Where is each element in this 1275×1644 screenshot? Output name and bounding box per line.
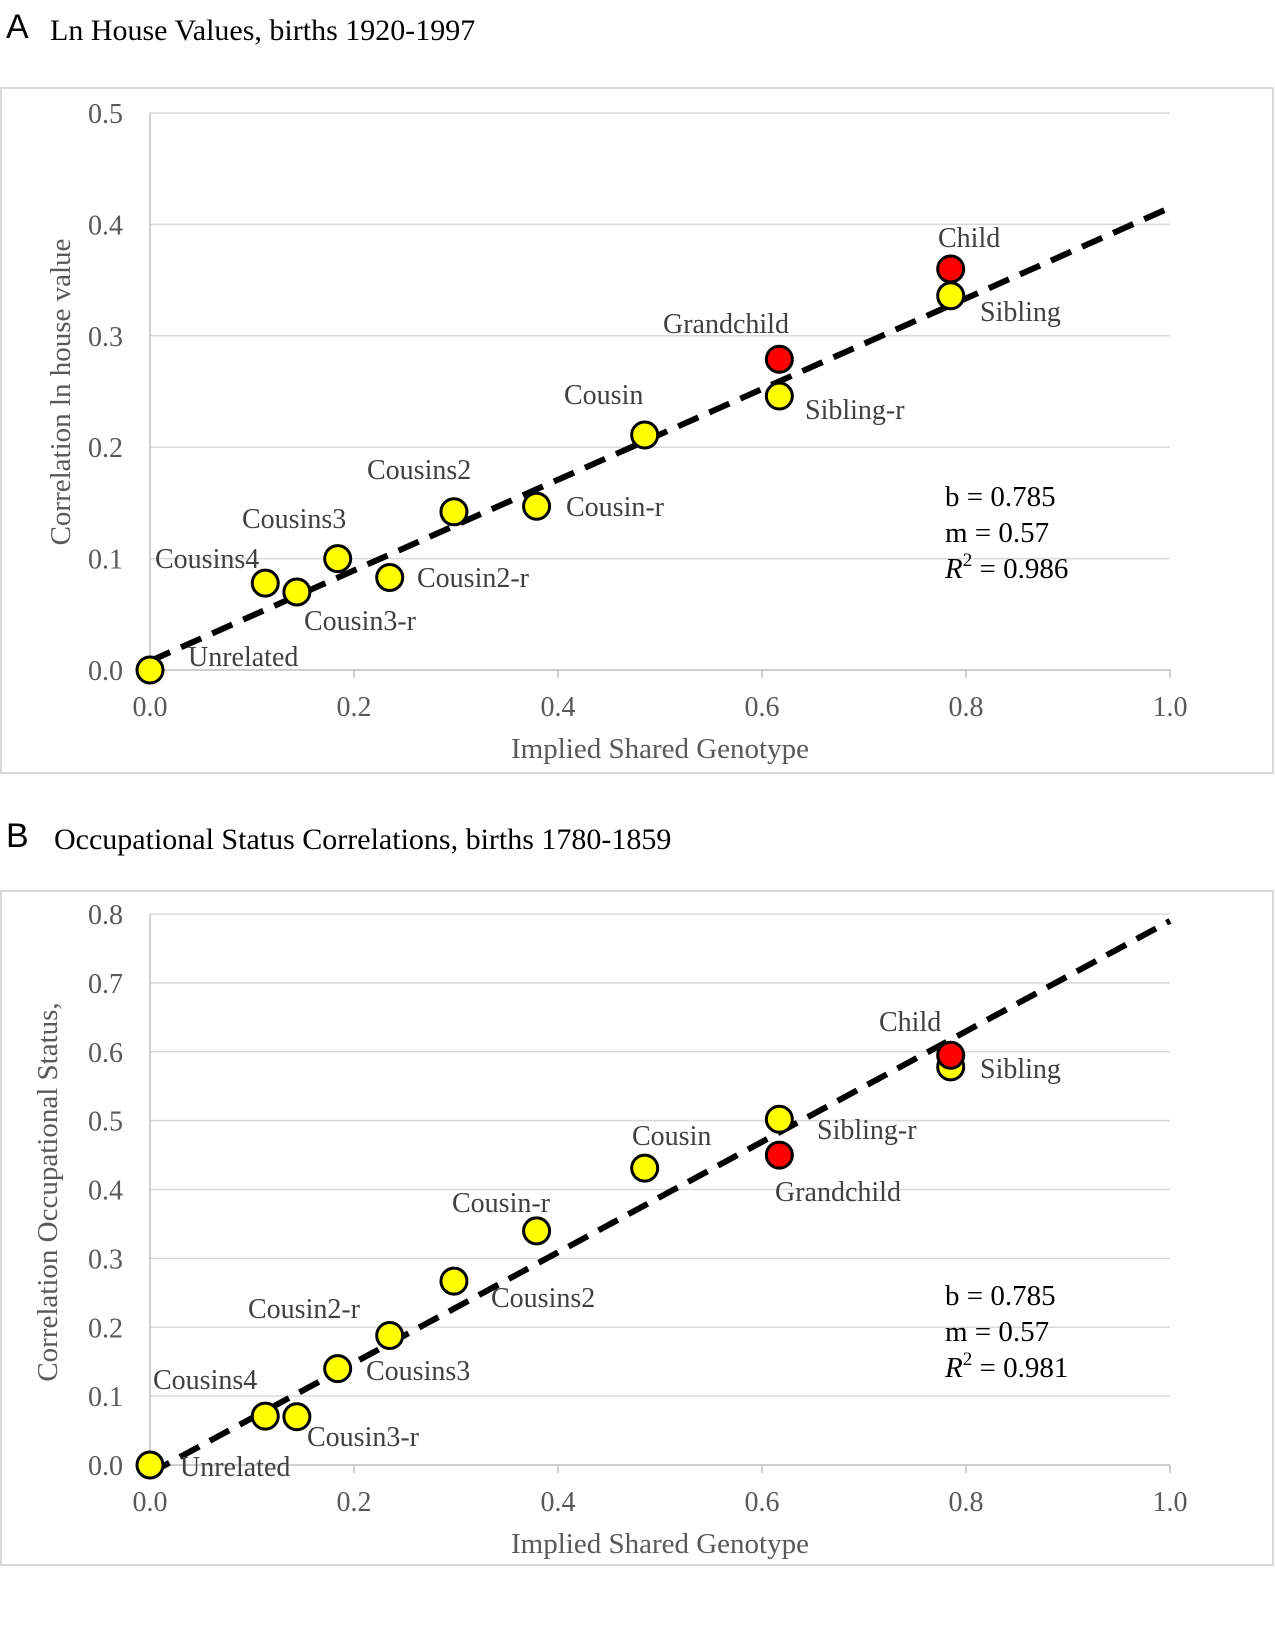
point-label-child: Child xyxy=(879,1007,941,1038)
data-point-cousins2 xyxy=(439,1266,469,1296)
x-tick-label: 0.4 xyxy=(541,692,576,723)
y-tick-label: 0.0 xyxy=(88,1451,123,1482)
x-tick-label: 0.8 xyxy=(949,692,984,723)
y-tick-label: 0.1 xyxy=(88,1382,123,1413)
point-label-cousin: Cousin xyxy=(564,380,643,411)
panel-a-title: Ln House Values, births 1920-1997 xyxy=(50,14,476,47)
point-label-cousin2-r: Cousin2-r xyxy=(417,563,530,594)
data-point-cousin2-r xyxy=(375,563,405,593)
point-label-cousins4: Cousins4 xyxy=(153,1365,257,1396)
stat-b: b = 0.785 xyxy=(945,481,1056,513)
data-point-cousin2-r xyxy=(375,1321,405,1351)
y-tick-label: 0.2 xyxy=(88,1313,123,1344)
point-label-cousins2: Cousins2 xyxy=(367,455,471,486)
x-tick-label: 0.2 xyxy=(337,692,372,723)
point-label-cousin: Cousin xyxy=(632,1121,711,1152)
point-label-cousin2-r: Cousin2-r xyxy=(248,1294,361,1325)
point-label-sibling-r: Sibling-r xyxy=(805,395,905,426)
data-point-grandchild xyxy=(764,344,794,374)
data-point-sibling-r xyxy=(764,1104,794,1134)
data-point-cousins4 xyxy=(250,568,280,598)
data-point-child xyxy=(936,254,966,284)
point-label-cousin-r: Cousin-r xyxy=(566,492,665,523)
y-axis-title: Correlation Occupational Status, xyxy=(32,1002,64,1381)
point-label-cousins3: Cousins3 xyxy=(242,504,346,535)
stat-r2: R2 = 0.981 xyxy=(944,1349,1068,1384)
x-tick-label: 0.8 xyxy=(949,1487,984,1518)
y-tick-label: 0.1 xyxy=(88,545,123,576)
data-point-sibling xyxy=(936,281,966,311)
point-label-cousin3-r: Cousin3-r xyxy=(307,1422,420,1453)
trendline xyxy=(148,918,1172,1476)
x-tick-label: 0.4 xyxy=(541,1487,576,1518)
trendline xyxy=(148,204,1172,664)
y-tick-label: 0.0 xyxy=(88,656,123,687)
y-axis-title: Correlation ln house value xyxy=(45,239,77,546)
point-label-cousins2: Cousins2 xyxy=(491,1283,595,1314)
panel-b-letter: B xyxy=(6,817,29,855)
data-point-cousin3-r xyxy=(282,577,312,607)
x-axis-title: Implied Shared Genotype xyxy=(511,733,809,765)
data-point-child xyxy=(936,1040,966,1070)
x-tick-label: 1.0 xyxy=(1153,692,1188,723)
x-tick-label: 0.6 xyxy=(745,1487,780,1518)
point-label-sibling-r: Sibling-r xyxy=(817,1115,917,1146)
x-tick-label: 1.0 xyxy=(1153,1487,1188,1518)
point-label-grandchild: Grandchild xyxy=(775,1177,901,1208)
data-point-unrelated xyxy=(135,655,165,685)
data-point-sibling-r xyxy=(764,381,794,411)
data-point-grandchild xyxy=(764,1140,794,1170)
data-point-cousins3 xyxy=(323,1354,353,1384)
x-tick-label: 0.0 xyxy=(133,1487,168,1518)
chart-b: 0.0 0.1 0.2 0.3 0.4 0.5 0.6 0.7 0.8 0.0 0.2 0.4 0.6 0… xyxy=(0,890,1274,1566)
stat-m: m = 0.57 xyxy=(945,1316,1049,1348)
data-point-cousins2 xyxy=(439,497,469,527)
data-point-cousin-r xyxy=(522,491,552,521)
data-point-cousin-r xyxy=(522,1216,552,1246)
point-label-grandchild: Grandchild xyxy=(663,309,789,340)
data-point-cousin3-r xyxy=(282,1402,312,1432)
x-tick-label: 0.2 xyxy=(337,1487,372,1518)
panel-a-letter: A xyxy=(6,8,29,46)
stat-m: m = 0.57 xyxy=(945,517,1049,549)
chart-frame xyxy=(0,890,1274,1566)
y-tick-label: 0.4 xyxy=(88,210,123,241)
point-label-sibling: Sibling xyxy=(980,1054,1061,1085)
data-point-cousins4 xyxy=(250,1401,280,1431)
y-tick-label: 0.2 xyxy=(88,433,123,464)
point-label-cousin3-r: Cousin3-r xyxy=(304,606,417,637)
point-label-cousin-r: Cousin-r xyxy=(452,1188,551,1219)
y-tick-label: 0.3 xyxy=(88,322,123,353)
data-point-cousin xyxy=(630,420,660,450)
data-point-cousins3 xyxy=(323,544,353,574)
y-tick-label: 0.3 xyxy=(88,1244,123,1275)
stat-b: b = 0.785 xyxy=(945,1280,1056,1312)
panel-b-title: Occupational Status Correlations, births… xyxy=(54,823,672,856)
y-tick-label: 0.5 xyxy=(88,99,123,130)
point-label-unrelated: Unrelated xyxy=(180,1452,290,1483)
y-tick-label: 0.4 xyxy=(88,1176,123,1207)
stat-r2: R2 = 0.986 xyxy=(944,550,1068,585)
x-tick-label: 0.6 xyxy=(745,692,780,723)
point-label-cousins3: Cousins3 xyxy=(366,1356,470,1387)
y-tick-label: 0.6 xyxy=(88,1038,123,1069)
y-tick-label: 0.7 xyxy=(88,969,123,1000)
y-tick-label: 0.8 xyxy=(88,900,123,931)
chart-a: 0.0 0.1 0.2 0.3 0.4 0.5 0.0 0.2 0.4 0.6 0.8 1.0 Impl… xyxy=(0,87,1274,774)
point-label-cousins4: Cousins4 xyxy=(155,544,259,575)
data-point-cousin xyxy=(630,1153,660,1183)
point-label-child: Child xyxy=(938,223,1000,254)
x-axis-title: Implied Shared Genotype xyxy=(511,1528,809,1560)
y-tick-label: 0.5 xyxy=(88,1107,123,1138)
point-label-sibling: Sibling xyxy=(980,297,1061,328)
data-point-unrelated xyxy=(135,1450,165,1480)
point-label-unrelated: Unrelated xyxy=(188,642,298,673)
x-tick-label: 0.0 xyxy=(133,692,168,723)
